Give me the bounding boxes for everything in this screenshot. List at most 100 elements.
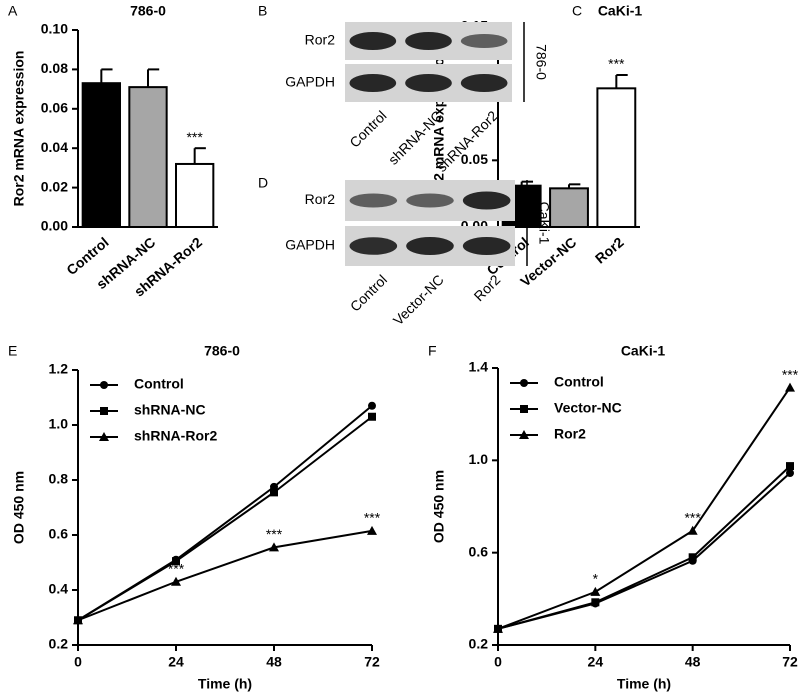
blot-band (406, 193, 454, 208)
marker (785, 382, 795, 392)
lane-label: Control (347, 271, 390, 314)
marker (687, 525, 698, 535)
panel-label: E (8, 343, 17, 359)
marker (519, 430, 529, 439)
legend-label: Ror2 (554, 426, 586, 442)
x-tick-label: 48 (266, 654, 282, 670)
legend-label: Vector-NC (554, 400, 622, 416)
panel-label: D (258, 175, 268, 191)
marker (591, 598, 600, 607)
y-tick-label: 1.4 (469, 359, 489, 375)
marker (520, 379, 528, 387)
cell-line-label: 786-0 (533, 44, 549, 80)
blot-band (462, 237, 511, 255)
y-tick-label: 0.05 (461, 151, 488, 167)
marker (171, 576, 181, 586)
annotation: *** (364, 510, 381, 526)
annotation: *** (782, 366, 799, 382)
y-tick-label: 0.2 (469, 636, 489, 652)
y-axis-label: Ror2 mRNA expression (11, 51, 27, 207)
y-axis-label: OD 450 nm (11, 471, 27, 544)
series-line (77, 404, 373, 622)
marker (520, 405, 528, 413)
blot-band (460, 34, 508, 48)
legend-label: Control (134, 376, 184, 392)
blot-row-label: Ror2 (305, 191, 336, 207)
y-tick-label: 1.0 (49, 416, 69, 432)
marker (100, 381, 108, 389)
blot-row-label: Ror2 (305, 32, 336, 48)
series-line (497, 387, 791, 630)
marker (368, 401, 376, 410)
annotation: *** (168, 560, 185, 576)
y-axis-label: OD 450 nm (431, 470, 447, 543)
series-line (497, 465, 791, 630)
marker (367, 525, 377, 535)
marker (368, 412, 376, 421)
y-tick-label: 0.4 (49, 581, 69, 597)
blot-band (405, 74, 452, 92)
bar (596, 87, 637, 229)
marker (99, 432, 109, 441)
y-tick-label: 0.04 (41, 139, 68, 155)
lane-label: Vector-NC (390, 271, 447, 328)
y-tick-label: 0.06 (41, 100, 68, 116)
chart-title: 786-0 (130, 3, 166, 19)
marker (172, 557, 180, 566)
chart-title: CaKi-1 (598, 3, 643, 19)
y-tick-label: 0.8 (49, 471, 69, 487)
blot-band (349, 237, 398, 255)
chart-title: CaKi-1 (621, 343, 666, 359)
marker (786, 462, 794, 471)
marker (269, 542, 279, 552)
blot-band (349, 193, 398, 208)
annotation: *** (186, 129, 203, 145)
x-tick-label: 0 (74, 654, 82, 670)
y-tick-label: 0.08 (41, 60, 68, 76)
series-line (497, 472, 791, 630)
blot-band (462, 191, 511, 210)
lane-label: Ror2 (471, 271, 504, 304)
x-tick-label: 0 (494, 654, 502, 670)
blot-row-label: GAPDH (285, 74, 335, 90)
chart-title: 786-0 (204, 343, 240, 359)
x-tick-label: Ror2 (592, 234, 627, 267)
legend-label: shRNA-Ror2 (134, 428, 217, 444)
x-tick-label: 72 (364, 654, 380, 670)
y-tick-label: 1.2 (49, 361, 69, 377)
y-tick-label: 0.6 (469, 543, 489, 559)
annotation: *** (266, 526, 283, 542)
panel-label: B (258, 3, 267, 19)
y-tick-label: 0.10 (41, 21, 68, 37)
y-tick-label: 0.2 (49, 636, 69, 652)
panel-label: C (572, 3, 582, 19)
blot-row-label: GAPDH (285, 237, 335, 253)
cell-line-label: CaKi-1 (536, 202, 552, 245)
lane-label: Control (346, 107, 389, 150)
y-tick-label: 0.6 (49, 526, 69, 542)
bar (549, 187, 589, 228)
annotation: *** (684, 509, 701, 525)
bar (128, 86, 168, 228)
annotation: * (593, 571, 599, 587)
x-tick-label: 24 (588, 654, 604, 670)
blot-band (349, 32, 397, 50)
series-line (77, 415, 373, 622)
x-tick-label: 72 (782, 654, 798, 670)
blot-band (460, 74, 508, 92)
panel-label: F (428, 343, 437, 359)
marker (493, 623, 503, 633)
x-axis-label: Time (h) (617, 676, 671, 692)
bar (175, 162, 215, 229)
marker (100, 407, 108, 415)
marker (786, 469, 794, 478)
y-tick-label: 0.00 (41, 218, 68, 234)
marker (688, 553, 697, 562)
marker (590, 586, 601, 596)
legend-label: shRNA-NC (134, 402, 206, 418)
blot-band (405, 32, 452, 50)
x-tick-label: 48 (685, 654, 701, 670)
x-tick-label: 24 (168, 654, 184, 670)
series-line (77, 529, 373, 622)
